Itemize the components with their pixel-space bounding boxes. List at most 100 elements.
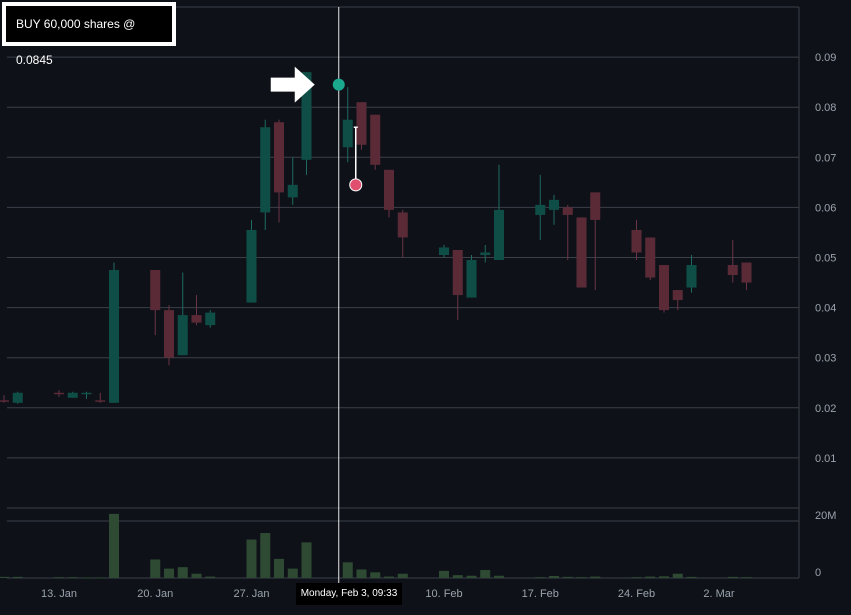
volume-bar xyxy=(150,559,161,578)
price-tick-label: 0.04 xyxy=(815,303,836,315)
candle-body xyxy=(480,252,491,255)
candle-body xyxy=(576,217,587,288)
volume-bar xyxy=(287,568,298,578)
volume-bar xyxy=(562,576,573,578)
volume-bar xyxy=(727,576,738,578)
date-tick-label: 17. Feb xyxy=(522,588,559,600)
candle-body xyxy=(356,102,367,145)
volume-bar xyxy=(109,513,119,578)
volume-bar xyxy=(246,539,257,578)
volume-bar xyxy=(576,577,587,579)
candle-body xyxy=(494,209,504,261)
trade-annotation: BUY 60,000 shares @ 0.0845 xyxy=(2,2,176,67)
candle-body xyxy=(287,184,298,198)
volume-bar xyxy=(645,576,656,578)
candle-body xyxy=(466,260,477,298)
date-tick-label: 10. Feb xyxy=(425,588,462,600)
buy-marker xyxy=(332,78,345,91)
volume-bar xyxy=(384,576,394,578)
price-tick-label: 0.08 xyxy=(815,102,836,114)
volume-bar xyxy=(54,577,64,579)
volume-bar xyxy=(631,577,642,579)
sell-marker xyxy=(349,178,363,192)
crosshair-date-label: Monday, Feb 3, 09:33 xyxy=(296,583,402,605)
candle-body xyxy=(549,199,559,210)
volume-bar xyxy=(356,569,367,578)
candle-body xyxy=(439,247,449,255)
candle-body xyxy=(274,122,284,193)
candle-body xyxy=(81,392,92,395)
volume-bar xyxy=(81,577,92,579)
date-tick-label: 24. Feb xyxy=(618,588,655,600)
candle-body xyxy=(205,312,216,326)
price-tick-label: 0.09 xyxy=(815,52,836,64)
candle-body xyxy=(672,290,683,301)
candle-body xyxy=(397,212,408,238)
candle-body xyxy=(535,204,546,215)
candle-body xyxy=(260,127,271,213)
candle-body xyxy=(645,237,656,278)
volume-bar xyxy=(686,576,697,578)
volume-bar xyxy=(452,575,463,578)
candle-body xyxy=(452,249,463,296)
volume-bar xyxy=(494,575,504,578)
date-tick-label: 20. Jan xyxy=(137,588,173,600)
price-tick-label: 0.01 xyxy=(815,453,836,465)
candle-body xyxy=(727,265,738,276)
price-tick-label: 0.03 xyxy=(815,353,836,365)
candle-body xyxy=(109,270,119,403)
candle-body xyxy=(191,315,202,323)
volume-bar xyxy=(741,577,752,579)
volume-bar xyxy=(274,558,284,578)
volume-bar xyxy=(439,570,449,578)
volume-bar xyxy=(659,576,669,578)
candle-body xyxy=(164,310,174,358)
candle-body xyxy=(246,229,257,303)
volume-bar xyxy=(191,573,202,578)
volume-bar xyxy=(370,572,381,578)
price-tick-label: 0.05 xyxy=(815,253,836,265)
candle-body xyxy=(150,270,161,311)
candle-body xyxy=(301,72,312,160)
candle-body xyxy=(370,114,381,165)
candle-body xyxy=(342,119,353,148)
volume-bar xyxy=(205,576,216,578)
candle-body xyxy=(54,392,64,395)
candle-body xyxy=(590,192,601,220)
volume-tick-label: 0 xyxy=(815,567,821,579)
volume-tick-label: 20M xyxy=(815,510,836,522)
volume-bar xyxy=(164,568,174,578)
volume-bar xyxy=(260,532,271,578)
right-arrow-icon xyxy=(270,66,315,103)
volume-bar xyxy=(342,562,353,578)
candle-body xyxy=(741,262,752,283)
candle-body xyxy=(659,265,669,311)
candle-body xyxy=(631,229,642,253)
date-tick-label: 13. Jan xyxy=(41,588,77,600)
candle-body xyxy=(686,265,697,288)
volume-bar xyxy=(67,577,78,579)
volume-bar xyxy=(549,576,559,578)
price-tick-label: 0.06 xyxy=(815,202,836,214)
candle-body xyxy=(562,207,573,215)
candle-body xyxy=(0,400,9,402)
volume-bar xyxy=(0,576,9,578)
price-tick-label: 0.02 xyxy=(815,403,836,415)
candle-body xyxy=(384,169,394,210)
volume-bar xyxy=(672,573,683,578)
volume-bar xyxy=(177,567,188,578)
date-tick-label: 27. Jan xyxy=(233,588,269,600)
date-tick-label: 2. Mar xyxy=(703,588,735,600)
volume-bar xyxy=(95,577,106,579)
volume-bar xyxy=(397,573,408,578)
volume-bar xyxy=(12,576,23,578)
volume-bar xyxy=(480,570,491,578)
volume-bar xyxy=(535,577,546,579)
volume-bar xyxy=(590,576,601,578)
volume-bar xyxy=(301,542,312,578)
candle-body xyxy=(12,392,23,403)
candle-body xyxy=(67,392,78,398)
candle-body xyxy=(95,400,106,402)
